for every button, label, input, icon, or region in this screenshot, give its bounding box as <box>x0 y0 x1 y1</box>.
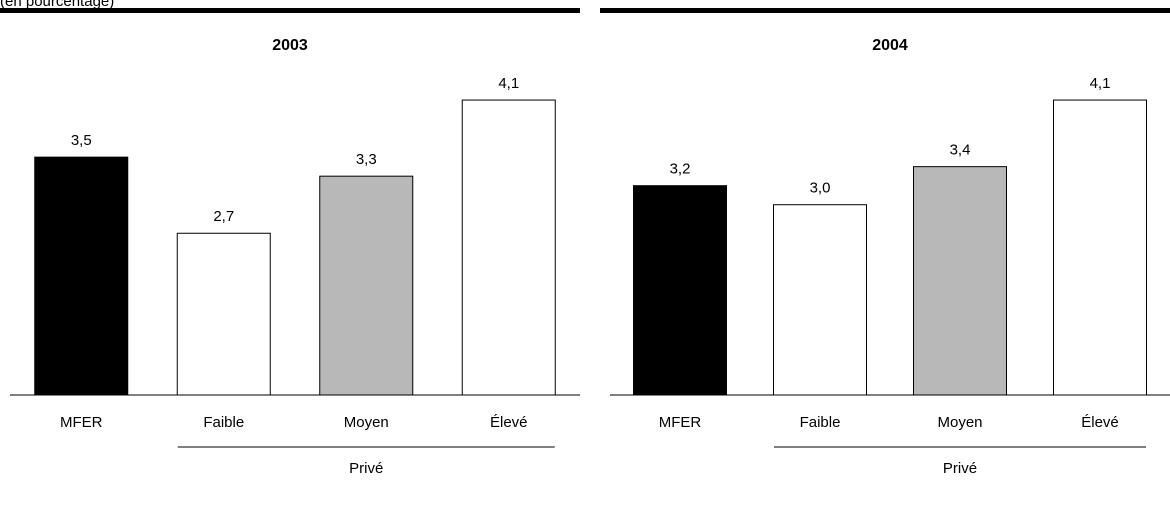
data-label: 3,2 <box>670 161 691 178</box>
bar <box>773 204 867 396</box>
bar <box>633 185 727 396</box>
x-tick-label: Faible <box>800 414 841 431</box>
group-label: Privé <box>943 460 977 477</box>
bar <box>176 232 271 396</box>
bar <box>34 156 129 396</box>
data-label: 3,4 <box>950 142 971 159</box>
note: (en pourcentage) <box>0 0 114 10</box>
x-tick-label: MFER <box>60 414 103 431</box>
x-tick-label: Moyen <box>344 414 389 431</box>
bar <box>461 99 556 396</box>
x-tick-label: Élevé <box>1081 414 1119 431</box>
bar <box>1053 99 1147 396</box>
group-label: Privé <box>349 460 383 477</box>
data-label: 4,1 <box>498 75 519 92</box>
bar <box>913 166 1007 396</box>
top-rule <box>600 8 1170 13</box>
data-label: 3,5 <box>71 132 92 149</box>
data-label: 3,3 <box>356 151 377 168</box>
data-label: 2,7 <box>213 208 234 225</box>
x-tick-label: Moyen <box>937 414 982 431</box>
chart-title: 2003 <box>272 37 308 54</box>
top-rule <box>0 8 580 13</box>
chart-title: 2004 <box>872 37 908 54</box>
x-tick-label: Faible <box>203 414 244 431</box>
data-label: 3,0 <box>810 180 831 197</box>
bar <box>319 175 414 396</box>
x-tick-label: MFER <box>659 414 702 431</box>
x-tick-label: Élevé <box>490 414 528 431</box>
data-label: 4,1 <box>1090 75 1111 92</box>
